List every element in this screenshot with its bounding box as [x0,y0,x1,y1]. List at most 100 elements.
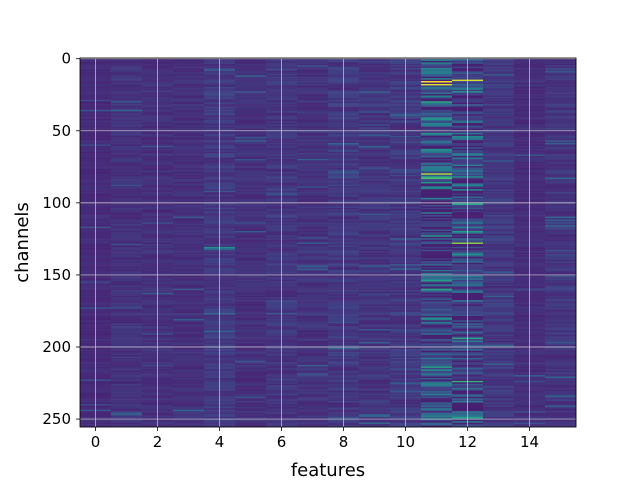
heatmap-cell [235,300,267,302]
heatmap-cell [111,70,143,73]
heatmap-cell [173,419,205,422]
heatmap-cell [359,70,391,73]
heatmap-cell [297,160,329,163]
heatmap-cell [359,258,391,261]
heatmap-cell [359,402,391,405]
heatmap-cell [483,328,515,331]
heatmap-cell [483,357,515,360]
x-tick-label: 4 [215,433,225,451]
heatmap-cell [483,99,515,102]
heatmap-cell [359,321,391,324]
heatmap-cell [545,354,577,357]
heatmap-cell [173,275,205,278]
heatmap-cell [545,163,577,165]
heatmap-cell [359,200,391,203]
heatmap-cell [297,228,329,230]
heatmap-cell [297,186,329,189]
heatmap-cell [359,59,391,62]
heatmap-cell [297,59,329,62]
heatmap-cell [173,396,205,399]
heatmap-cell [359,184,391,187]
heatmap-cell [483,382,515,385]
heatmap-cell [483,147,515,150]
heatmap-cell [421,424,453,426]
heatmap-cell [483,75,515,78]
heatmap-cell [297,350,329,353]
heatmap-cell [111,150,143,152]
heatmap-cell [297,271,329,274]
heatmap-cell [111,261,143,263]
heatmap-cell [421,416,453,419]
heatmap-cell [483,186,515,189]
heatmap-cell [235,339,267,341]
heatmap-cell [297,147,329,150]
heatmap-cell [545,425,577,428]
heatmap-cell [421,215,453,217]
heatmap-cell [545,59,577,62]
heatmap-cell [297,304,329,307]
heatmap-cell [483,72,515,75]
heatmap-cell [359,256,391,259]
heatmap-cell [545,125,577,128]
heatmap-cell [111,259,143,262]
heatmap-cell [173,389,205,392]
heatmap-cell [297,124,329,127]
heatmap-cell [421,366,453,369]
heatmap-cell [483,425,515,428]
heatmap-cell [545,101,577,103]
heatmap-cell [421,395,453,398]
heatmap-cell [483,424,515,426]
heatmap-cell [111,272,143,275]
heatmap-cell [421,326,453,328]
heatmap-cell [235,262,267,265]
heatmap-cell [483,128,515,131]
heatmap-cell [297,241,329,243]
heatmap-cell [297,72,329,75]
heatmap-cell [359,414,391,416]
heatmap-cell [359,78,391,80]
heatmap-cell [173,248,205,251]
heatmap-cell [235,199,267,201]
heatmap-cell [297,75,329,78]
heatmap-cell [111,344,143,347]
heatmap-cell [297,193,329,196]
heatmap-cell [173,425,205,428]
heatmap-cell [545,138,577,141]
heatmap-cell [421,115,453,118]
heatmap-cell [297,174,329,177]
heatmap-cell [297,267,329,269]
heatmap-cell [421,389,453,392]
heatmap-cell [359,143,391,145]
heatmap-cell [235,117,267,119]
heatmap-cell [111,356,143,359]
heatmap-cell [111,416,143,419]
heatmap-cell [111,192,143,194]
heatmap-cell [235,380,267,383]
heatmap-cell [111,421,143,423]
heatmap-cell [173,334,205,337]
heatmap-cell [545,249,577,252]
heatmap-cell [545,69,577,72]
heatmap-cell [545,210,577,213]
heatmap-cell [297,99,329,102]
heatmap-cell [173,390,205,393]
heatmap-cell [173,362,205,364]
heatmap-cell [421,143,453,145]
heatmap-cell [297,406,329,409]
heatmap-cell [297,425,329,428]
heatmap-cell [235,111,267,114]
heatmap-cell [545,176,577,178]
heatmap-cell [359,327,391,330]
heatmap-cell [297,153,329,155]
heatmap-cell [235,81,267,83]
heatmap-cell [173,258,205,261]
heatmap-cell [421,331,453,334]
heatmap-cell [235,148,267,151]
heatmap-cell [297,301,329,304]
heatmap-cell [421,69,453,72]
heatmap-cell [545,392,577,395]
heatmap-cell [421,401,453,403]
heatmap-cell [111,419,143,422]
heatmap-cell [359,219,391,222]
x-tick-label: 6 [277,433,287,451]
